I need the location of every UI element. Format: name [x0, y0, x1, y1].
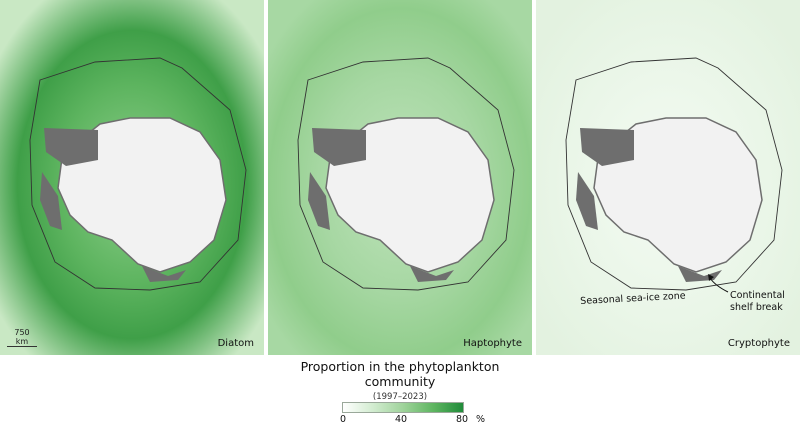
antarctica-map-cryptophyte: [536, 0, 800, 355]
map-panels: 750 km Diatom Haptophyte: [0, 0, 800, 355]
shelf-break-arrow: [709, 277, 729, 293]
seasonal-sea-ice-contour: [297, 57, 515, 291]
legend-tick-40: 40: [395, 414, 408, 425]
weddell-ice-shelf: [44, 128, 98, 166]
legend-title-line1: Proportion in the phytoplankton: [300, 359, 500, 374]
panel-label-cryptophyte: Cryptophyte: [727, 338, 790, 349]
legend-period: (1997–2023): [372, 392, 428, 402]
antarctica-landmass: [325, 117, 495, 273]
shelf-break-line2: shelf break: [730, 302, 783, 313]
seasonal-sea-ice-contour: [565, 57, 783, 291]
shelf-break-arrowhead: [708, 274, 714, 281]
antarctica-landmass: [57, 117, 227, 273]
map-panel-haptophyte: Haptophyte: [268, 0, 532, 355]
seasonal-sea-ice-contour: [29, 57, 247, 291]
map-panel-diatom: 750 km Diatom: [0, 0, 264, 355]
weddell-ice-shelf: [312, 128, 366, 166]
legend-title-line2: community: [364, 374, 436, 389]
legend: Proportion in the phytoplankton communit…: [0, 358, 800, 429]
antarctica-map-haptophyte: [268, 0, 532, 355]
ross-ice-shelf: [40, 172, 62, 230]
legend-colorbar: [342, 402, 464, 413]
legend-unit: %: [476, 414, 486, 425]
panel-label-diatom: Diatom: [217, 338, 254, 349]
shelf-break-line1: Continental: [730, 290, 785, 301]
map-panel-cryptophyte: Seasonal sea-ice zone Continental shelf …: [536, 0, 800, 355]
legend-tick-0: 0: [340, 414, 347, 425]
amery-ice-shelf: [142, 266, 186, 282]
amery-ice-shelf: [410, 266, 454, 282]
scale-bar: 750 km: [7, 328, 37, 347]
weddell-ice-shelf: [580, 128, 634, 166]
ross-ice-shelf: [308, 172, 330, 230]
antarctica-landmass: [593, 117, 763, 273]
shelf-break-annotation: Continental shelf break: [730, 290, 785, 314]
legend-title: Proportion in the phytoplankton communit…: [300, 359, 500, 389]
panel-label-haptophyte: Haptophyte: [463, 338, 522, 349]
legend-tick-80: 80: [456, 414, 469, 425]
ross-ice-shelf: [576, 172, 598, 230]
antarctica-map-diatom: [0, 0, 264, 355]
